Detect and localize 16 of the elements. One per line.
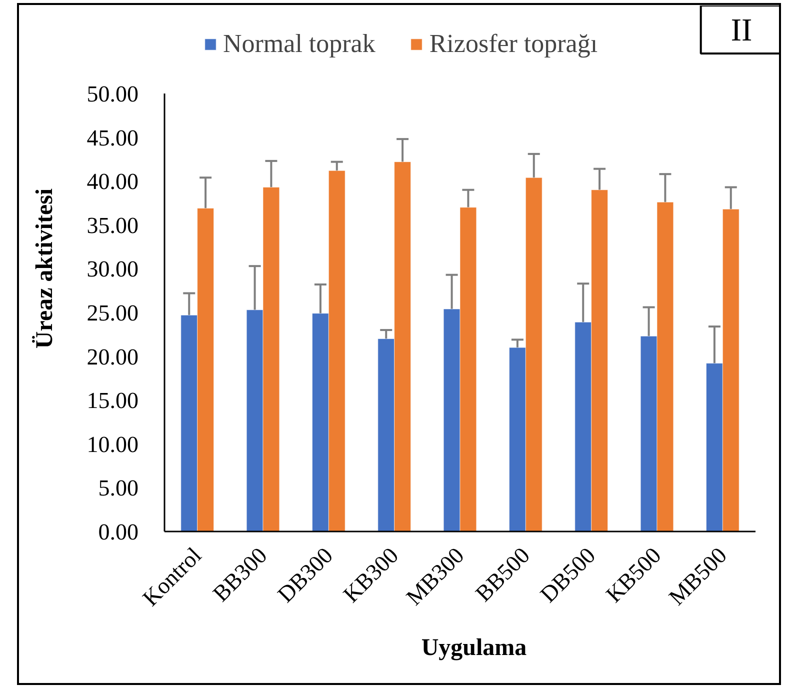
y-tick-label: 15.00 [86,388,138,414]
y-tick-label: 40.00 [86,169,138,194]
y-tick-label: 5.00 [98,476,138,501]
y-axis-title: Üreaz aktivitesi [32,188,58,349]
y-tick-label: 45.00 [86,125,138,150]
y-tick-label: 30.00 [86,256,138,282]
legend-label: Normal toprak [223,29,376,59]
x-axis-title: Uygulama [421,634,527,661]
legend-label: Rizosfer toprağı [429,29,598,59]
y-tick-label: 35.00 [86,212,138,238]
y-tick-label: 10.00 [86,432,138,457]
text: II [730,12,752,48]
y-tick-label: 25.00 [86,300,138,326]
y-tick-label: 0.00 [98,520,138,544]
y-tick-label: 20.00 [86,344,138,370]
y-tick-label: 50.00 [86,82,138,106]
